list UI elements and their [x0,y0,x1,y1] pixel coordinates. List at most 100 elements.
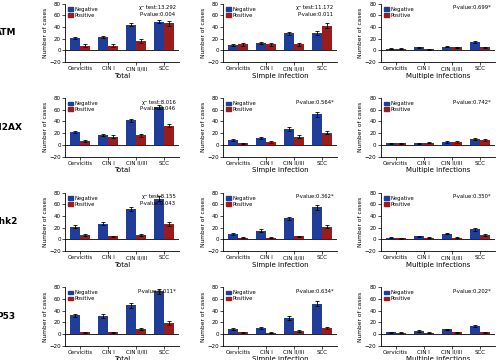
X-axis label: Total: Total [114,356,130,360]
Bar [126,120,136,145]
Bar [98,316,108,334]
Legend: Negative, Positive: Negative, Positive [68,290,99,302]
Y-axis label: Number of cases: Number of cases [43,291,48,342]
Bar [154,107,164,145]
Text: P53: P53 [0,312,15,321]
Bar [396,143,406,145]
Bar [442,47,452,50]
Y-axis label: Number of cases: Number of cases [200,8,205,58]
Bar [284,129,294,145]
Legend: Negative, Positive: Negative, Positive [68,6,99,18]
Text: P-value:0.362*: P-value:0.362* [295,194,334,199]
Bar [480,235,490,239]
Bar [470,139,480,145]
Bar [442,234,452,239]
Text: P-value:0.742*: P-value:0.742* [453,100,492,105]
Bar [386,143,396,145]
Bar [126,305,136,334]
Bar [386,49,396,50]
Bar [266,142,276,145]
Bar [98,135,108,145]
Bar [322,226,332,239]
Bar [164,224,174,239]
Bar [164,126,174,145]
X-axis label: Multiple infections: Multiple infections [406,356,470,360]
Bar [480,140,490,145]
Bar [312,207,322,239]
Legend: Negative, Positive: Negative, Positive [384,290,414,302]
Bar [480,332,490,334]
X-axis label: Simple infection: Simple infection [252,72,308,78]
Bar [480,48,490,50]
Bar [322,132,332,145]
Bar [164,23,174,50]
Bar [70,38,80,50]
Bar [284,33,294,50]
Y-axis label: Number of cases: Number of cases [358,197,364,247]
Legend: Negative, Positive: Negative, Positive [226,290,256,302]
X-axis label: Total: Total [114,72,130,78]
Y-axis label: Number of cases: Number of cases [358,102,364,152]
Bar [136,135,146,145]
Bar [386,238,396,239]
Bar [126,209,136,239]
Bar [424,49,434,50]
Bar [396,49,406,50]
Text: P-value:0.564*: P-value:0.564* [295,100,334,105]
Bar [80,46,90,50]
Bar [136,329,146,334]
Bar [322,328,332,334]
Bar [228,329,238,334]
Legend: Negative, Positive: Negative, Positive [384,6,414,18]
Text: γH2AX: γH2AX [0,123,22,132]
Bar [266,44,276,50]
Legend: Negative, Positive: Negative, Positive [226,101,256,113]
Bar [294,237,304,239]
Bar [284,318,294,334]
Bar [126,24,136,50]
Bar [108,46,118,50]
Bar [154,22,164,50]
Bar [108,137,118,145]
Text: χ² test:13.292
P-value:0.004: χ² test:13.292 P-value:0.004 [139,5,176,17]
Bar [452,142,462,145]
Bar [442,329,452,334]
Bar [396,333,406,334]
Text: P-value:0.202*: P-value:0.202* [453,289,492,294]
X-axis label: Simple infection: Simple infection [252,262,308,267]
Legend: Negative, Positive: Negative, Positive [226,195,256,207]
Y-axis label: Number of cases: Number of cases [358,291,364,342]
Y-axis label: Number of cases: Number of cases [43,197,48,247]
Bar [284,219,294,239]
Bar [80,141,90,145]
Bar [238,332,248,334]
Bar [238,44,248,50]
X-axis label: Multiple infections: Multiple infections [406,262,470,267]
Bar [414,48,424,50]
Bar [452,238,462,239]
Bar [256,231,266,239]
Bar [470,326,480,334]
Y-axis label: Number of cases: Number of cases [200,291,205,342]
Text: ATM: ATM [0,28,16,37]
Text: Chk2: Chk2 [0,217,18,226]
Text: P-value:0.634*: P-value:0.634* [295,289,334,294]
Legend: Negative, Positive: Negative, Positive [384,101,414,113]
Text: χ² test:8.155
P-value:0.043: χ² test:8.155 P-value:0.043 [140,194,176,206]
Bar [424,333,434,334]
Bar [136,41,146,50]
Bar [414,237,424,239]
X-axis label: Total: Total [114,167,130,173]
Bar [266,333,276,334]
Bar [228,140,238,145]
Bar [470,229,480,239]
Bar [256,43,266,50]
Y-axis label: Number of cases: Number of cases [43,8,48,58]
Bar [238,238,248,239]
Bar [424,238,434,239]
Bar [312,303,322,334]
Bar [238,143,248,145]
Bar [322,26,332,50]
Bar [228,234,238,239]
Text: χ² test:8.016
P-value:0.046: χ² test:8.016 P-value:0.046 [140,100,176,112]
